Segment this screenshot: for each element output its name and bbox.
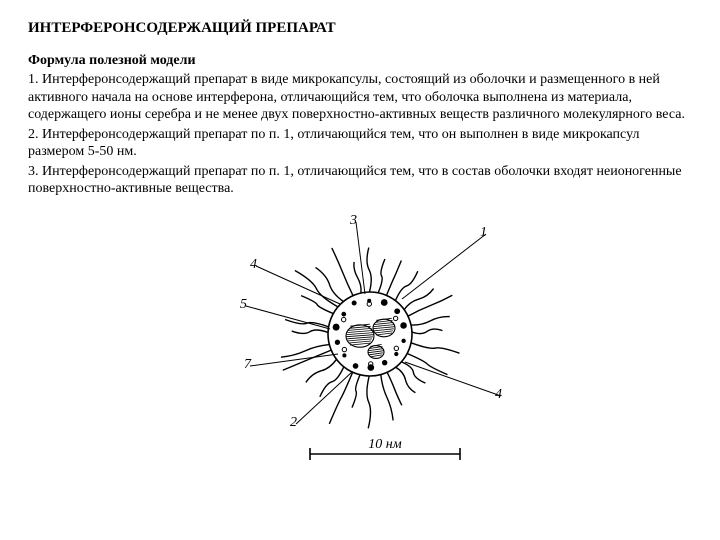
figure-container: 3 1 4 5 7 4 2 10 нм: [28, 204, 692, 484]
svg-text:10 нм: 10 нм: [368, 437, 401, 452]
claim-3: 3. Интерферонсодержащий препарат по п. 1…: [28, 163, 692, 198]
microcapsule-diagram: 3 1 4 5 7 4 2 10 нм: [180, 204, 540, 484]
svg-text:4: 4: [250, 257, 257, 272]
svg-text:5: 5: [240, 297, 247, 312]
svg-text:3: 3: [349, 213, 357, 228]
svg-text:2: 2: [290, 415, 297, 430]
svg-text:7: 7: [244, 357, 252, 372]
svg-text:1: 1: [480, 225, 487, 240]
section-subtitle: Формула полезной модели: [28, 53, 692, 69]
claim-1: 1. Интерферонсодержащий препарат в виде …: [28, 71, 692, 124]
claim-2: 2. Интерферонсодержащий препарат по п. 1…: [28, 126, 692, 161]
document-title: ИНТЕРФЕРОНСОДЕРЖАЩИЙ ПРЕПАРАТ: [28, 20, 692, 37]
svg-text:4: 4: [495, 387, 502, 402]
